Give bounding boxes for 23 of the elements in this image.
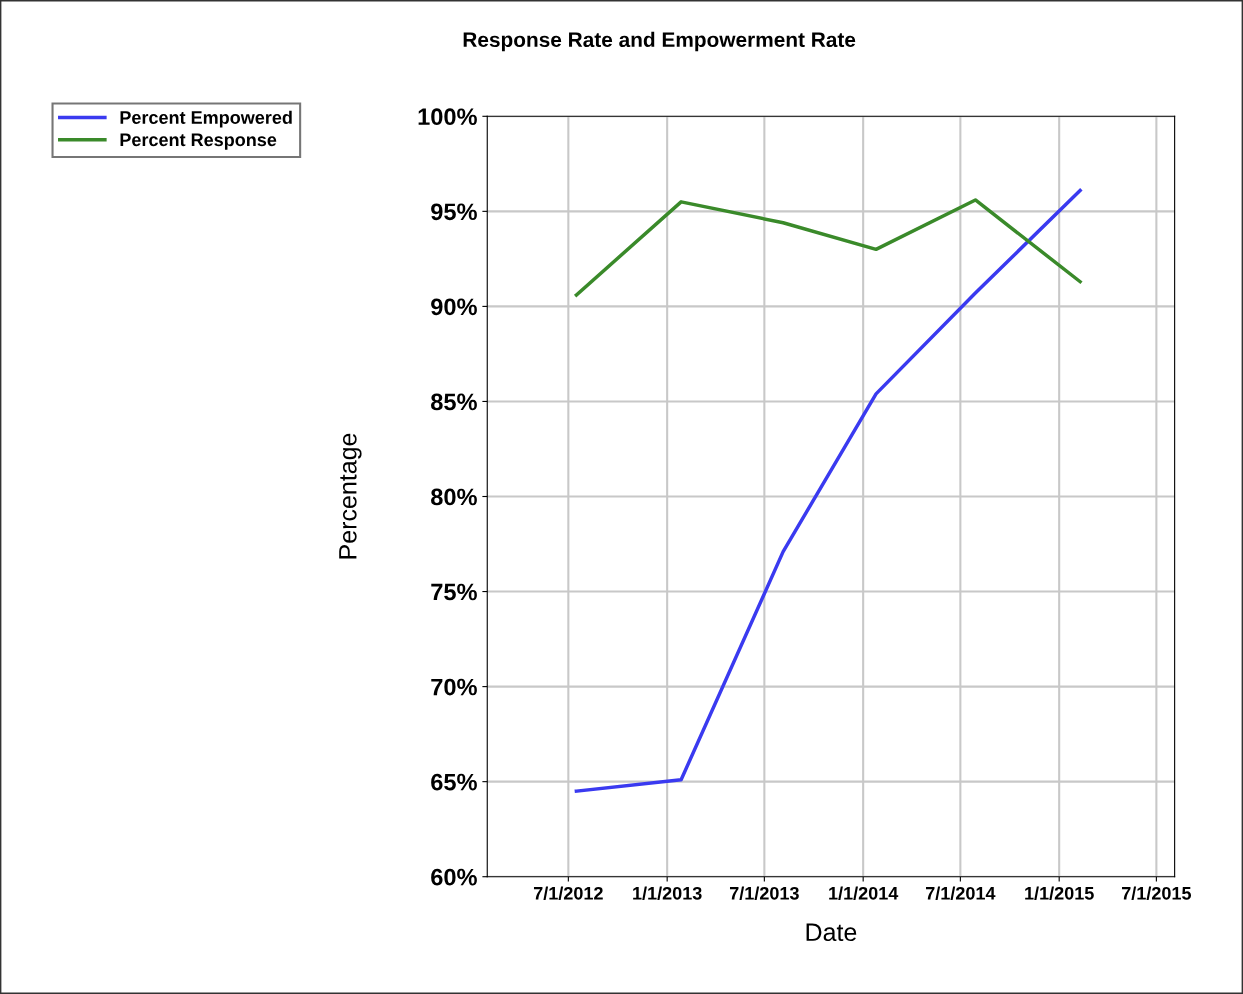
x-tick-label: 1/1/2013 [633,886,702,900]
legend-label: Percent Empowered [120,110,292,128]
chart-title: Response Rate and Empowerment Rate [463,31,856,52]
x-tick-label: 1/1/2014 [829,886,899,900]
y-tick-label: 100% [418,108,477,126]
x-tick-label: 7/1/2012 [533,886,603,900]
y-tick-label: 95% [431,203,477,221]
line-series [574,198,1082,297]
y-tick-label: 85% [431,393,477,411]
x-tick-label: 7/1/2015 [1122,886,1192,900]
y-tick-label: 90% [431,298,477,316]
y-tick-label: 70% [431,678,477,696]
y-tick-label: 65% [431,773,477,791]
x-tick-label: 7/1/2013 [729,886,799,900]
x-axis-title: Date [806,923,857,942]
x-tick-label: 7/1/2014 [926,886,996,900]
legend-label: Percent Response [120,133,277,150]
y-tick-label: 75% [431,583,477,601]
y-axis-title: Percentage [339,433,362,559]
y-tick-label: 60% [431,868,477,886]
line-series [574,188,1082,793]
x-tick-label: 1/1/2015 [1025,886,1094,900]
y-tick-label: 80% [431,488,477,506]
